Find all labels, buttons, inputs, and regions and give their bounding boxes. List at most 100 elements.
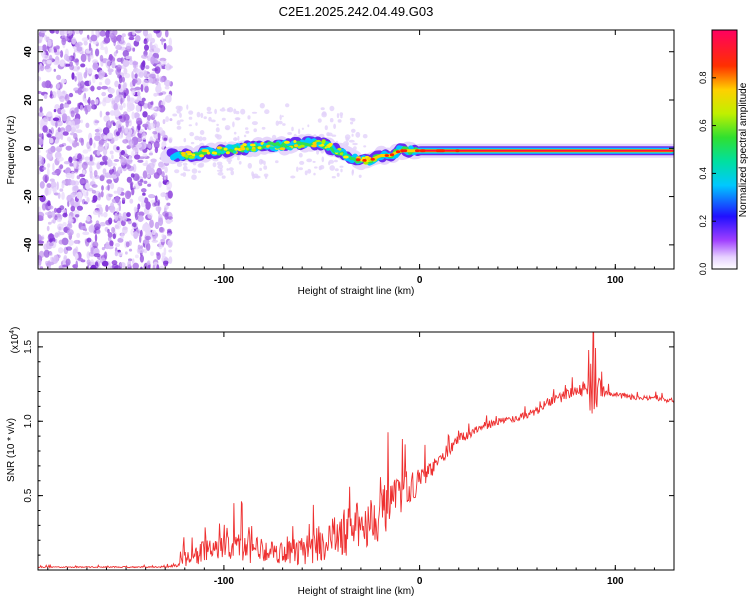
noise-blob	[71, 37, 77, 45]
noise-blob	[105, 204, 109, 212]
noise-blob	[68, 30, 73, 36]
ridge-peak	[294, 144, 299, 148]
noise-blob	[154, 112, 158, 117]
noise-blob	[132, 222, 137, 227]
noise-blob	[82, 149, 89, 154]
noise-blob	[102, 98, 107, 107]
ridge-peak	[455, 149, 460, 153]
noise-blob	[59, 205, 65, 211]
ridge-peak	[421, 149, 426, 153]
noise-blob	[164, 204, 169, 210]
noise-blob	[59, 30, 65, 37]
noise-blob	[42, 44, 47, 52]
noise-blob	[102, 127, 110, 135]
noise-blob	[168, 138, 173, 144]
ridge-peak	[208, 149, 214, 153]
noise-blob	[150, 101, 154, 106]
noise-blob	[95, 99, 99, 105]
noise-blob	[114, 242, 121, 248]
noise-blob	[328, 159, 335, 164]
noise-blob	[111, 154, 114, 160]
noise-blob	[153, 30, 161, 34]
noise-blob	[110, 162, 118, 167]
noise-blob	[158, 217, 164, 226]
noise-blob	[149, 41, 153, 50]
noise-blob	[75, 214, 80, 218]
noise-blob	[144, 44, 149, 51]
noise-blob	[340, 115, 343, 119]
noise-blob	[350, 121, 354, 125]
noise-blob	[47, 163, 51, 168]
spectrogram-xtick-label: -100	[214, 275, 234, 286]
noise-blob	[113, 102, 118, 111]
noise-blob	[237, 156, 240, 161]
noise-blob	[217, 171, 224, 176]
noise-blob	[99, 54, 104, 62]
noise-blob	[106, 59, 111, 67]
noise-blob	[133, 231, 139, 240]
noise-blob	[137, 91, 141, 97]
noise-blob	[98, 139, 105, 146]
noise-blob	[108, 71, 112, 76]
noise-blob	[98, 192, 101, 198]
noise-blob	[42, 54, 50, 60]
noise-blob	[259, 167, 262, 171]
noise-blob	[324, 125, 328, 131]
noise-blob	[154, 49, 160, 54]
noise-blob	[53, 207, 58, 213]
noise-blob	[252, 173, 259, 179]
noise-blob	[122, 59, 130, 67]
noise-blob	[216, 123, 219, 127]
noise-blob	[83, 40, 88, 46]
noise-blob	[65, 145, 73, 151]
noise-blob	[118, 115, 123, 119]
noise-blob	[138, 182, 143, 186]
noise-blob	[321, 156, 325, 163]
noise-blob	[88, 79, 92, 86]
noise-blob	[147, 260, 151, 266]
noise-blob	[99, 30, 106, 37]
noise-blob	[82, 191, 87, 196]
ridge-peak	[293, 140, 297, 143]
noise-blob	[176, 120, 181, 126]
noise-blob	[82, 170, 86, 175]
noise-blob	[107, 93, 113, 98]
noise-blob	[89, 137, 93, 146]
noise-blob	[108, 193, 113, 198]
noise-blob	[126, 131, 131, 141]
noise-blob	[46, 152, 53, 160]
noise-blob	[291, 126, 294, 132]
noise-blob	[264, 109, 270, 115]
noise-blob	[79, 159, 82, 164]
noise-blob	[79, 30, 83, 35]
noise-blob	[74, 185, 79, 191]
ridge-peak	[275, 145, 280, 149]
ridge-peak	[326, 144, 332, 148]
noise-blob	[175, 105, 182, 111]
noise-blob	[75, 71, 83, 77]
noise-blob	[56, 120, 63, 127]
ridge-peak	[234, 147, 238, 151]
noise-blob	[137, 159, 144, 163]
noise-blob	[235, 117, 240, 121]
noise-blob	[73, 118, 81, 125]
noise-blob	[93, 142, 96, 149]
noise-blob	[112, 144, 118, 151]
noise-blob	[127, 220, 132, 225]
noise-blob	[336, 113, 340, 119]
noise-blob	[161, 171, 165, 178]
noise-blob	[298, 167, 303, 171]
noise-blob	[75, 129, 83, 134]
noise-blob	[164, 212, 169, 220]
noise-blob	[55, 120, 58, 128]
noise-blob	[120, 150, 125, 156]
noise-blob	[186, 104, 189, 110]
noise-blob	[132, 146, 139, 153]
noise-blob	[259, 102, 265, 109]
noise-blob	[122, 102, 126, 109]
noise-blob	[331, 176, 336, 179]
noise-blob	[87, 99, 91, 104]
noise-blob	[282, 123, 286, 126]
noise-blob	[165, 30, 169, 38]
noise-blob	[263, 165, 268, 170]
